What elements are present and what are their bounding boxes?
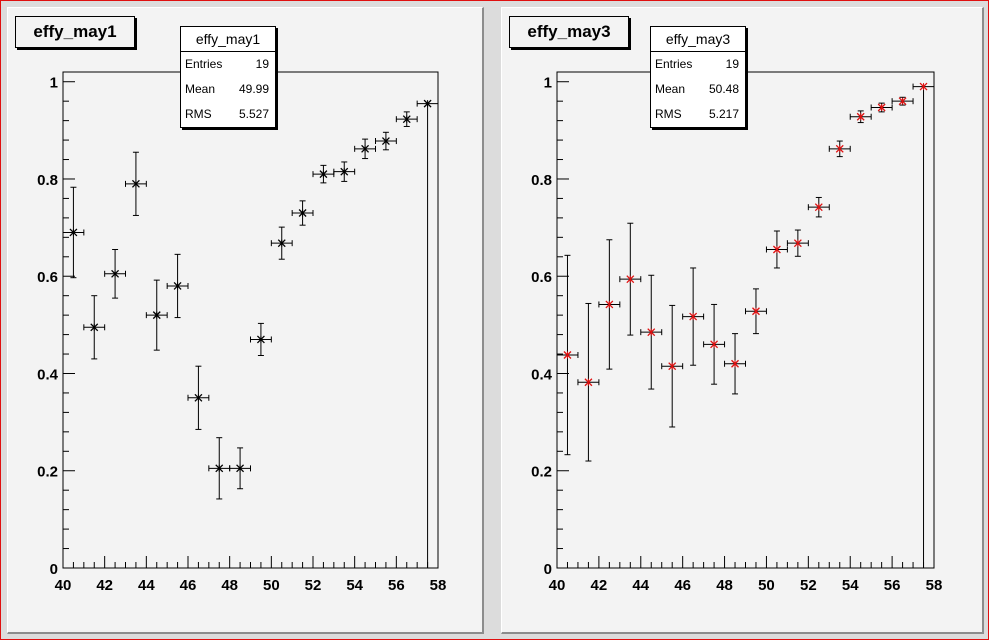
data-point — [577, 302, 600, 462]
data-point — [354, 138, 376, 160]
data-point — [891, 96, 914, 106]
data-point — [312, 164, 335, 184]
stats-row-entries: Entries 19 — [181, 52, 275, 77]
data-point — [870, 102, 893, 113]
x-tick-label: 46 — [674, 577, 691, 594]
data-point — [83, 295, 106, 360]
data-point — [395, 111, 418, 127]
data-point — [745, 288, 767, 335]
x-tick-label: 52 — [305, 577, 322, 594]
x-tick-label: 52 — [800, 577, 817, 594]
stats-key: RMS — [185, 107, 212, 121]
pad-effy-may3: 40 42 44 46 48 50 52 54 56 58 0 0.2 0.4 0.6 0.8 1 effy_… — [501, 7, 984, 634]
data-point — [187, 365, 210, 430]
stats-key: Mean — [185, 82, 216, 96]
x-tick-label: 44 — [138, 577, 155, 594]
data-point — [724, 333, 746, 395]
x-tick-label: 54 — [842, 577, 859, 594]
stats-value: 5.217 — [708, 107, 739, 121]
stats-row-rms: RMS 5.217 — [651, 102, 745, 127]
stats-key: Entries — [185, 57, 223, 71]
x-tick-label: 50 — [263, 577, 280, 594]
data-point — [661, 304, 684, 428]
stats-value: 49.99 — [238, 82, 269, 96]
data-point — [416, 99, 439, 108]
chart-title: effy_may3 — [509, 16, 629, 48]
stats-row-entries: Entries 19 — [651, 52, 745, 77]
stats-value: 50.48 — [708, 82, 739, 96]
plot-frame — [62, 71, 439, 569]
x-tick-label: 56 — [388, 577, 405, 594]
stats-key: Mean — [655, 82, 686, 96]
y-tick-label: 0.4 — [531, 366, 553, 383]
y-tick-label: 0.2 — [531, 464, 552, 481]
data-point — [598, 239, 621, 370]
x-tick-label: 44 — [632, 577, 649, 594]
data-point — [166, 253, 189, 319]
data-point — [104, 248, 126, 299]
data-point — [270, 226, 293, 260]
data-point — [640, 274, 663, 390]
y-tick-label: 0.6 — [37, 269, 58, 286]
stats-value: 19 — [255, 57, 269, 71]
data-point — [229, 447, 251, 490]
x-tick-label: 40 — [549, 577, 566, 594]
x-tick-label: 58 — [430, 577, 447, 594]
data-point — [250, 322, 272, 356]
y-tick-label: 0 — [50, 561, 58, 578]
stats-key: Entries — [655, 57, 693, 71]
plot-effy-may1: 40 42 44 46 48 50 52 54 56 58 0 0.2 0.4 0.6 0.8 1 — [37, 71, 447, 594]
stats-row-mean: Mean 49.99 — [181, 77, 275, 102]
data-point — [556, 254, 579, 456]
stats-value: 19 — [725, 57, 739, 71]
stats-row-mean: Mean 50.48 — [651, 77, 745, 102]
stats-title: effy_may3 — [651, 27, 745, 52]
data-point — [62, 186, 85, 279]
data-point — [291, 200, 314, 226]
y-tick-label: 1 — [544, 75, 552, 92]
x-tick-label: 50 — [758, 577, 775, 594]
data-point — [208, 437, 231, 500]
plot-effy-may3: 40 42 44 46 48 50 52 54 56 58 0 0.2 0.4 0.6 0.8 1 — [531, 71, 943, 594]
data-point — [828, 140, 851, 158]
y-tick-label: 0.2 — [37, 464, 58, 481]
data-point — [125, 151, 147, 216]
stats-value: 5.527 — [238, 107, 269, 121]
x-tick-label: 56 — [884, 577, 901, 594]
x-tick-label: 42 — [96, 577, 113, 594]
x-tick-label: 42 — [591, 577, 608, 594]
stats-row-rms: RMS 5.527 — [181, 102, 275, 127]
y-tick-label: 0.6 — [531, 269, 552, 286]
pad-effy-may1: 40 42 44 46 48 50 52 54 56 58 0 0.2 0.4 0.6 0.8 1 effy_… — [7, 7, 484, 634]
stats-key: RMS — [655, 107, 682, 121]
y-tick-label: 0.4 — [37, 366, 59, 383]
chart-title: effy_may1 — [15, 16, 135, 48]
plot-frame — [556, 71, 935, 569]
stats-box: effy_may1 Entries 19 Mean 49.99 RMS 5.52… — [180, 26, 276, 128]
x-tick-label: 58 — [926, 577, 943, 594]
data-point — [912, 82, 935, 91]
data-point — [682, 267, 705, 366]
data-point — [333, 161, 356, 182]
x-tick-label: 48 — [221, 577, 238, 594]
x-tick-label: 48 — [716, 577, 733, 594]
y-tick-label: 0 — [544, 561, 552, 578]
data-point — [619, 222, 642, 336]
y-tick-label: 0.8 — [531, 172, 552, 189]
x-tick-label: 46 — [180, 577, 197, 594]
data-point — [703, 303, 726, 385]
x-tick-label: 54 — [346, 577, 363, 594]
y-tick-label: 0.8 — [37, 172, 58, 189]
data-point — [765, 230, 788, 269]
data-point — [849, 110, 872, 124]
x-tick-label: 40 — [55, 577, 72, 594]
y-tick-label: 1 — [50, 75, 58, 92]
data-point — [807, 196, 830, 218]
stats-box: effy_may3 Entries 19 Mean 50.48 RMS 5.21… — [650, 26, 746, 128]
data-point — [375, 131, 397, 151]
data-point — [786, 229, 809, 257]
data-point — [145, 279, 168, 351]
stats-title: effy_may1 — [181, 27, 275, 52]
